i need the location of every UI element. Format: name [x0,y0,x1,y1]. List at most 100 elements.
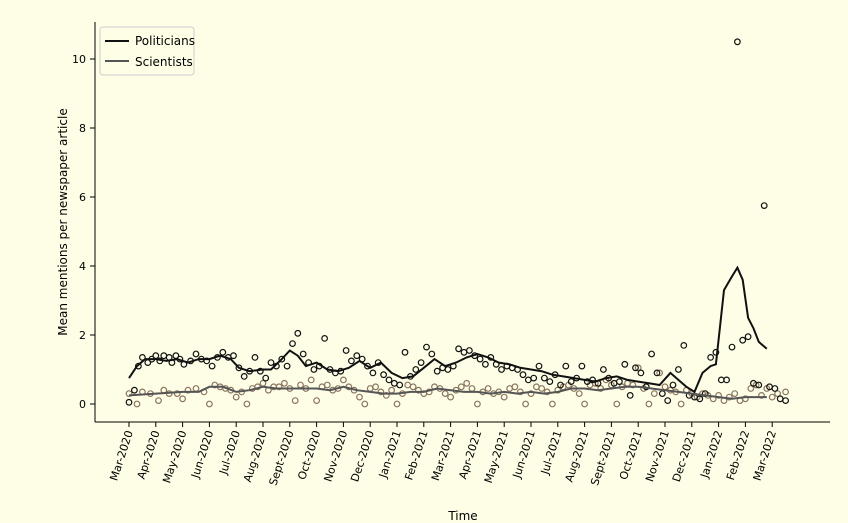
politicians-data-point [192,350,200,358]
scientists-data-point [463,379,471,387]
legend: Politicians Scientists [99,26,195,76]
politicians-series-line [128,265,768,394]
scientists-data-point [575,390,583,398]
politicians-data-point [707,354,714,361]
politicians-data-point [380,371,388,379]
politicians-data-point [637,369,645,377]
x-tick-label: Mar-2020 [107,429,135,482]
politicians-data-point [251,354,259,361]
politicians-data-point [134,362,142,370]
scientists-data-point [404,381,412,389]
legend-scientists-label: Scientists [135,55,193,69]
scientists-data-point [291,397,299,405]
politicians-data-point [739,336,747,344]
scientists-data-point [393,400,401,408]
x-tick-label: Sept-2021 [588,429,618,487]
scientists-series-line [128,385,767,400]
scientists-data-point [731,390,739,398]
scientists-data-point [656,369,663,377]
politicians-data-point [498,366,505,373]
x-tick-label: Dec-2021 [670,429,699,484]
scientists-data-point [715,392,722,399]
politicians-data-point [782,397,789,405]
politicians-data-point [219,348,227,356]
politicians-data-point [530,374,538,382]
politicians-data-point [125,398,133,406]
politicians-data-point [557,381,564,389]
scientists-data-point [155,397,162,405]
x-tick-label: Feb-2022 [724,429,752,482]
politicians-data-point [342,347,350,354]
scientists-data-point [275,383,283,391]
scientists-data-point [527,390,535,398]
politicians-data-point [283,362,291,370]
y-tick-label: 0 [79,398,86,411]
politicians-data-point [278,355,286,363]
scientists-data-point [645,400,653,408]
politicians-data-point [460,348,468,356]
legend-box [99,26,195,76]
politicians-data-point [385,376,393,384]
politicians-data-point [240,373,248,380]
scientists-data-point [388,386,396,394]
scientists-data-point [179,395,187,403]
politicians-data-point [578,362,586,370]
politicians-data-point [444,366,452,373]
scientists-data-point [133,400,141,408]
x-tick-label: Oct-2021 [617,429,645,482]
politicians-data-point [696,395,704,403]
scientists-data-point [192,385,200,392]
x-tick-label: Nov-2021 [643,429,672,484]
politicians-data-point [267,359,275,367]
x-tick-label: Jan-2021 [376,429,404,480]
politicians-data-point [535,362,543,370]
scientists-data-point [313,397,321,405]
politicians-data-point [653,369,661,377]
politicians-data-point [562,362,570,370]
scientists-data-point [677,400,685,408]
scientists-data-point [782,388,789,396]
politicians-data-point [423,343,430,351]
scientists-data-point [447,393,455,401]
scientists-data-point [205,400,213,408]
x-tick-label: Mar-2021 [429,429,457,482]
scientists-data-point [522,400,529,408]
politicians-data-point [600,366,607,373]
scientists-data-point [634,364,642,372]
politicians-data-point [396,381,404,389]
scientists-data-point [613,400,621,408]
scientists-data-point [484,385,492,392]
axes [94,22,830,423]
y-ticks: 0 2 4 6 8 10 [72,53,95,411]
x-axis-title: Time [447,509,477,523]
scientists-data-point [629,381,637,389]
scientists-data-point [243,400,251,408]
scientists-data-point [468,385,476,392]
politicians-data-point [433,367,441,375]
scientists-data-point [415,386,422,394]
politicians-data-point [310,366,318,373]
y-axis-title: Mean mentions per newspaper article [56,108,70,335]
scientists-data-point [768,393,776,401]
scientists-data-point [356,393,363,401]
x-tick-label: Nov-2020 [321,429,350,484]
politicians-data-point [524,376,532,384]
x-tick-label: Jan-2022 [698,429,726,480]
scientists-data-point [758,392,765,399]
scientists-data-point [307,376,315,384]
scientists-data-point [366,385,374,392]
y-tick-label: 2 [79,329,86,342]
politicians-data-point [621,360,629,368]
politicians-data-point [680,342,688,349]
politicians-data-point [208,362,216,370]
x-tick-label: Aug-2021 [563,429,592,484]
politicians-data-point [567,378,575,386]
politicians-data-point [152,352,160,360]
politicians-data-point [466,347,473,354]
politicians-data-point [519,371,527,379]
x-tick-label: Apr-2020 [135,429,163,481]
x-tick-label: Jul-2021 [538,429,565,477]
scientists-data-point [581,400,588,408]
x-tick-label: Oct-2020 [295,429,323,482]
